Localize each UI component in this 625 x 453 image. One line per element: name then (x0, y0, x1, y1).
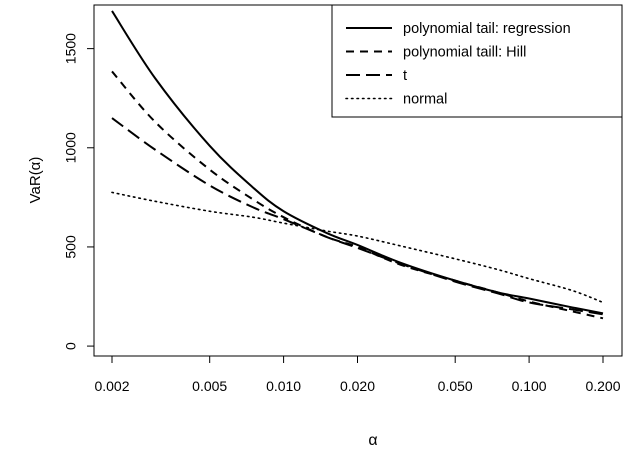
y-tick-label: 0 (63, 342, 79, 350)
y-tick-label: 1000 (63, 132, 79, 163)
y-tick-label: 500 (63, 235, 79, 259)
y-axis: 0 500 1000 1500 (63, 33, 95, 350)
x-tick-label: 0.020 (340, 378, 375, 394)
legend-label: t (403, 68, 407, 84)
x-tick-label: 0.200 (585, 378, 620, 394)
series-layer (111, 10, 604, 320)
series-line-4 (111, 191, 604, 304)
x-axis-label: α (368, 432, 377, 449)
x-tick-label: 0.005 (192, 378, 227, 394)
legend-label: polynomial tail: regression (403, 21, 571, 37)
x-tick-label: 0.002 (94, 378, 129, 394)
series-line-2 (111, 70, 604, 320)
legend: polynomial tail: regression polynomial ta… (331, 4, 623, 118)
y-axis-label: VaR(α) (27, 157, 44, 204)
x-tick-label: 0.010 (266, 378, 301, 394)
series-line-1 (111, 10, 604, 315)
x-axis: 0.002 0.005 0.010 0.020 0.050 0.100 0.200 (94, 355, 621, 394)
x-tick-label: 0.050 (438, 378, 473, 394)
x-tick-label: 0.100 (512, 378, 547, 394)
legend-label: normal (403, 92, 447, 108)
y-tick-label: 1500 (63, 33, 79, 64)
legend-label: polynomial taill: Hill (403, 45, 526, 61)
series-line-3 (111, 117, 604, 316)
